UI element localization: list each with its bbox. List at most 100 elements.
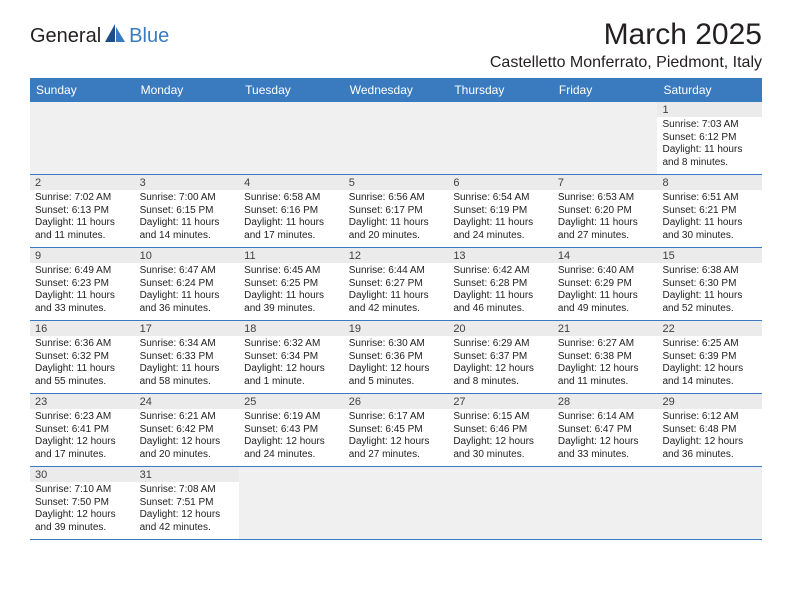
- day-number: 3: [140, 177, 235, 189]
- day-number: 22: [662, 323, 757, 335]
- day-cell: 26Sunrise: 6:17 AMSunset: 6:45 PMDayligh…: [344, 394, 449, 466]
- title-block: March 2025 Castelletto Monferrato, Piedm…: [490, 18, 762, 72]
- day-number: 14: [558, 250, 653, 262]
- day-info-line: Sunrise: 6:32 AM: [244, 338, 339, 351]
- day-info-line: Daylight: 11 hours: [244, 290, 339, 303]
- day-cell: 21Sunrise: 6:27 AMSunset: 6:38 PMDayligh…: [553, 321, 658, 393]
- day-number: 10: [140, 250, 235, 262]
- day-info-line: Sunrise: 7:08 AM: [140, 484, 235, 497]
- day-info-line: Daylight: 11 hours: [453, 217, 548, 230]
- day-cell-blank: [135, 102, 240, 174]
- day-number: 9: [35, 250, 130, 262]
- logo-text-general: General: [30, 25, 101, 48]
- day-info-line: and 55 minutes.: [35, 376, 130, 389]
- day-info-line: Daylight: 11 hours: [662, 144, 757, 157]
- day-body: Sunrise: 6:42 AMSunset: 6:28 PMDaylight:…: [448, 263, 553, 318]
- day-number: 11: [244, 250, 339, 262]
- day-number: 19: [349, 323, 444, 335]
- day-cell: 12Sunrise: 6:44 AMSunset: 6:27 PMDayligh…: [344, 248, 449, 320]
- day-number-strip: 8: [657, 175, 762, 190]
- day-info-line: Sunset: 7:51 PM: [140, 497, 235, 510]
- day-body: Sunrise: 7:02 AMSunset: 6:13 PMDaylight:…: [30, 190, 135, 245]
- day-info-line: Sunset: 6:17 PM: [349, 205, 444, 218]
- day-info-line: and 11 minutes.: [558, 376, 653, 389]
- day-number: 12: [349, 250, 444, 262]
- day-cell: 19Sunrise: 6:30 AMSunset: 6:36 PMDayligh…: [344, 321, 449, 393]
- day-info-line: and 33 minutes.: [35, 303, 130, 316]
- day-number-strip: 10: [135, 248, 240, 263]
- day-cell: 8Sunrise: 6:51 AMSunset: 6:21 PMDaylight…: [657, 175, 762, 247]
- day-info-line: Daylight: 11 hours: [35, 217, 130, 230]
- day-cell: 4Sunrise: 6:58 AMSunset: 6:16 PMDaylight…: [239, 175, 344, 247]
- day-info-line: Daylight: 11 hours: [662, 217, 757, 230]
- day-info-line: and 5 minutes.: [349, 376, 444, 389]
- day-body: Sunrise: 7:03 AMSunset: 6:12 PMDaylight:…: [657, 117, 762, 172]
- day-cell: 31Sunrise: 7:08 AMSunset: 7:51 PMDayligh…: [135, 467, 240, 539]
- day-info-line: and 49 minutes.: [558, 303, 653, 316]
- location-label: Castelletto Monferrato, Piedmont, Italy: [490, 54, 762, 72]
- day-info-line: Sunset: 6:47 PM: [558, 424, 653, 437]
- day-info-line: Sunset: 6:45 PM: [349, 424, 444, 437]
- day-cell: 15Sunrise: 6:38 AMSunset: 6:30 PMDayligh…: [657, 248, 762, 320]
- day-info-line: Sunset: 6:36 PM: [349, 351, 444, 364]
- day-cell: 25Sunrise: 6:19 AMSunset: 6:43 PMDayligh…: [239, 394, 344, 466]
- week-row: 16Sunrise: 6:36 AMSunset: 6:32 PMDayligh…: [30, 321, 762, 394]
- day-info-line: Sunset: 7:50 PM: [35, 497, 130, 510]
- day-info-line: Sunset: 6:13 PM: [35, 205, 130, 218]
- day-number: 13: [453, 250, 548, 262]
- sail-icon: [105, 24, 127, 49]
- day-cell: 29Sunrise: 6:12 AMSunset: 6:48 PMDayligh…: [657, 394, 762, 466]
- day-info-line: Daylight: 11 hours: [35, 363, 130, 376]
- calendar-page: General Blue March 2025 Castelletto Monf…: [0, 0, 792, 540]
- day-info-line: Sunrise: 6:40 AM: [558, 265, 653, 278]
- day-info-line: Sunrise: 6:21 AM: [140, 411, 235, 424]
- day-info-line: and 46 minutes.: [453, 303, 548, 316]
- day-info-line: and 17 minutes.: [35, 449, 130, 462]
- day-body: Sunrise: 6:38 AMSunset: 6:30 PMDaylight:…: [657, 263, 762, 318]
- day-info-line: Sunrise: 6:19 AM: [244, 411, 339, 424]
- day-number-strip: 4: [239, 175, 344, 190]
- day-info-line: and 58 minutes.: [140, 376, 235, 389]
- logo-text-blue: Blue: [129, 25, 169, 48]
- day-cell-blank: [448, 102, 553, 174]
- day-body: Sunrise: 6:12 AMSunset: 6:48 PMDaylight:…: [657, 409, 762, 464]
- day-info-line: Sunrise: 6:15 AM: [453, 411, 548, 424]
- week-row: 2Sunrise: 7:02 AMSunset: 6:13 PMDaylight…: [30, 175, 762, 248]
- day-cell: 28Sunrise: 6:14 AMSunset: 6:47 PMDayligh…: [553, 394, 658, 466]
- day-body: Sunrise: 7:00 AMSunset: 6:15 PMDaylight:…: [135, 190, 240, 245]
- day-number: 27: [453, 396, 548, 408]
- day-cell-blank: [239, 102, 344, 174]
- day-header: Monday: [135, 79, 240, 102]
- day-info-line: Daylight: 12 hours: [35, 509, 130, 522]
- day-info-line: Daylight: 11 hours: [244, 217, 339, 230]
- day-cell-blank: [553, 102, 658, 174]
- day-info-line: Sunset: 6:16 PM: [244, 205, 339, 218]
- day-info-line: Daylight: 11 hours: [35, 290, 130, 303]
- day-body: Sunrise: 6:47 AMSunset: 6:24 PMDaylight:…: [135, 263, 240, 318]
- day-cell: 6Sunrise: 6:54 AMSunset: 6:19 PMDaylight…: [448, 175, 553, 247]
- day-info-line: and 52 minutes.: [662, 303, 757, 316]
- day-header: Thursday: [448, 79, 553, 102]
- day-body: Sunrise: 6:19 AMSunset: 6:43 PMDaylight:…: [239, 409, 344, 464]
- day-info-line: Sunrise: 6:23 AM: [35, 411, 130, 424]
- day-number: 2: [35, 177, 130, 189]
- day-cell: 3Sunrise: 7:00 AMSunset: 6:15 PMDaylight…: [135, 175, 240, 247]
- day-info-line: Sunset: 6:37 PM: [453, 351, 548, 364]
- day-cell: 11Sunrise: 6:45 AMSunset: 6:25 PMDayligh…: [239, 248, 344, 320]
- day-info-line: Daylight: 12 hours: [453, 436, 548, 449]
- day-number-strip: 15: [657, 248, 762, 263]
- day-info-line: and 20 minutes.: [140, 449, 235, 462]
- day-info-line: Daylight: 12 hours: [558, 436, 653, 449]
- day-number: 1: [662, 104, 757, 116]
- day-cell: 24Sunrise: 6:21 AMSunset: 6:42 PMDayligh…: [135, 394, 240, 466]
- day-info-line: Sunrise: 6:36 AM: [35, 338, 130, 351]
- day-number-strip: 13: [448, 248, 553, 263]
- day-cell: 10Sunrise: 6:47 AMSunset: 6:24 PMDayligh…: [135, 248, 240, 320]
- day-info-line: and 36 minutes.: [662, 449, 757, 462]
- day-info-line: Sunrise: 7:00 AM: [140, 192, 235, 205]
- weeks-container: 1Sunrise: 7:03 AMSunset: 6:12 PMDaylight…: [30, 102, 762, 540]
- day-number-strip: 23: [30, 394, 135, 409]
- day-info-line: Sunrise: 6:14 AM: [558, 411, 653, 424]
- day-info-line: Daylight: 12 hours: [244, 436, 339, 449]
- day-info-line: Sunrise: 7:02 AM: [35, 192, 130, 205]
